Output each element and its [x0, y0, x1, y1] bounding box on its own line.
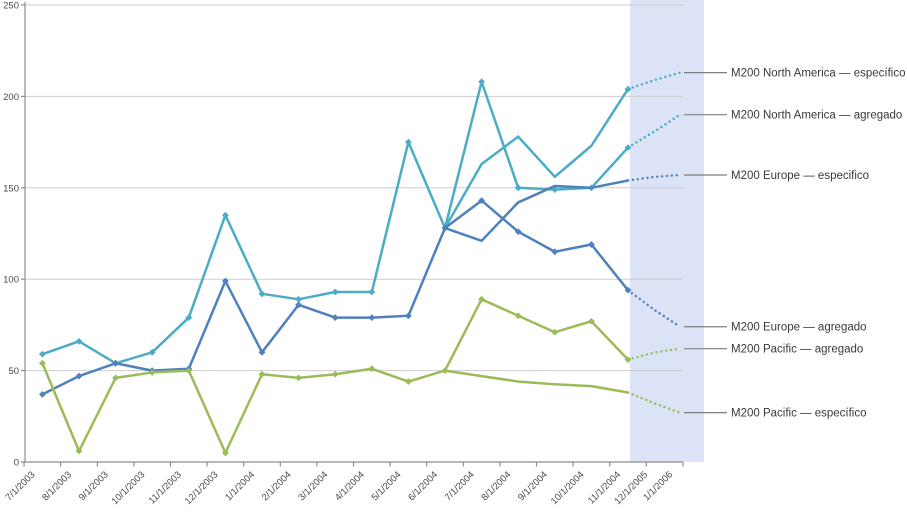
series-m200-pacific-espec-fico: M200 Pacific — específico	[443, 369, 867, 419]
series-line-forecast-dotted	[626, 347, 682, 361]
series-line-solid	[443, 369, 630, 394]
series-annotation-label: M200 Pacific — agregado	[731, 343, 863, 355]
data-point-marker	[478, 78, 485, 86]
x-axis-tick-label: 4/1/2004	[333, 469, 367, 503]
x-axis-tick-label: 10/1/2003	[110, 469, 148, 507]
data-point-marker	[405, 138, 412, 146]
data-point-marker	[331, 288, 339, 296]
series-m200-europe-agregado: M200 Europe — agregado	[39, 197, 867, 398]
series-line-solid	[443, 87, 630, 230]
data-point-marker	[478, 295, 485, 303]
x-axis-tick-label: 12/1/2003	[183, 469, 221, 507]
x-axis-tick-label: 2/1/2004	[260, 469, 294, 503]
series-line-forecast-dotted	[626, 391, 682, 414]
series-annotation-label: M200 Europe — agregado	[731, 322, 867, 334]
x-axis-tick-label: 9/1/2003	[77, 469, 111, 503]
x-axis-tick-label: 8/1/2003	[40, 469, 74, 503]
data-point-marker	[331, 314, 339, 321]
data-point-marker	[514, 228, 522, 236]
data-point-marker	[588, 317, 595, 325]
y-axis-tick-label: 250	[3, 1, 19, 12]
data-point-marker	[514, 184, 522, 192]
y-axis-tick-label: 50	[8, 366, 19, 377]
data-point-marker	[514, 312, 522, 320]
data-point-marker	[624, 286, 632, 294]
data-point-marker	[295, 301, 302, 309]
data-point-marker	[368, 365, 376, 373]
data-point-marker	[405, 312, 412, 320]
data-point-marker	[39, 359, 46, 367]
data-point-marker	[295, 374, 302, 382]
data-point-marker	[39, 350, 46, 358]
series-m200-north-america-agregado: M200 North America — agregado	[39, 78, 902, 367]
data-point-marker	[624, 356, 632, 364]
data-point-marker	[295, 295, 302, 303]
data-point-marker	[185, 314, 193, 321]
x-axis-tick-label: 9/1/2004	[516, 469, 550, 503]
series-line-forecast-dotted	[626, 173, 682, 182]
series-annotation-label: M200 Europe — especifico	[731, 170, 869, 182]
series-m200-north-america-espec-fico: M200 North America — específico	[443, 67, 906, 230]
x-axis-tick-label: 6/1/2004	[406, 469, 440, 503]
data-point-marker	[331, 370, 339, 378]
y-axis-tick-label: 0	[14, 458, 19, 469]
data-point-marker	[222, 449, 229, 457]
forecast-highlight-band	[630, 0, 704, 462]
data-point-marker	[588, 241, 595, 248]
data-point-marker	[258, 290, 266, 298]
x-axis-tick-label: 3/1/2004	[296, 469, 330, 503]
series-line-forecast-dotted	[626, 71, 682, 91]
data-point-marker	[222, 277, 229, 285]
x-axis-tick-label: 7/1/2004	[443, 469, 477, 503]
data-point-marker	[368, 314, 376, 321]
x-axis-tick-label: 7/1/2003	[4, 469, 38, 503]
y-axis-tick-label: 100	[3, 275, 19, 286]
data-point-marker	[148, 369, 156, 376]
series-m200-europe-especifico: M200 Europe — especifico	[443, 170, 869, 243]
series-annotation-label: M200 North America — específico	[731, 67, 906, 79]
data-point-marker	[551, 248, 559, 256]
series-line-solid	[443, 179, 630, 243]
data-point-marker	[222, 211, 229, 219]
y-axis-tick-label: 150	[3, 183, 19, 194]
x-axis-tick-label: 1/1/2004	[223, 469, 257, 503]
x-axis-tick-label: 10/1/2004	[549, 469, 587, 507]
data-point-marker	[624, 85, 632, 93]
data-point-marker	[185, 367, 193, 374]
y-axis-tick-label: 200	[3, 92, 19, 103]
x-axis-tick-label: 8/1/2004	[479, 469, 513, 503]
data-point-marker	[75, 337, 83, 345]
data-point-marker	[405, 378, 412, 385]
series-line-solid	[41, 80, 630, 365]
series-annotation-label: M200 Pacific — específico	[731, 407, 867, 419]
data-point-marker	[551, 328, 559, 336]
data-point-marker	[478, 197, 485, 204]
data-point-marker	[112, 374, 119, 382]
data-point-marker	[368, 288, 376, 296]
x-axis-tick-label: 5/1/2004	[370, 469, 404, 503]
data-point-marker	[112, 359, 119, 367]
series-line-forecast-dotted	[626, 288, 682, 328]
series-line-solid	[41, 199, 630, 396]
series-line-forecast-dotted	[626, 113, 682, 149]
data-point-marker	[441, 224, 449, 232]
data-point-marker	[75, 447, 83, 455]
series-annotation-label: M200 North America — agregado	[731, 109, 902, 121]
data-point-marker	[39, 390, 46, 398]
data-point-marker	[258, 348, 266, 356]
data-point-marker	[624, 144, 632, 151]
x-axis-tick-label: 11/1/2003	[147, 469, 184, 506]
data-point-marker	[148, 348, 156, 356]
series-m200-pacific-agregado: M200 Pacific — agregado	[39, 295, 863, 457]
data-point-marker	[258, 370, 266, 378]
data-point-marker	[75, 372, 83, 380]
